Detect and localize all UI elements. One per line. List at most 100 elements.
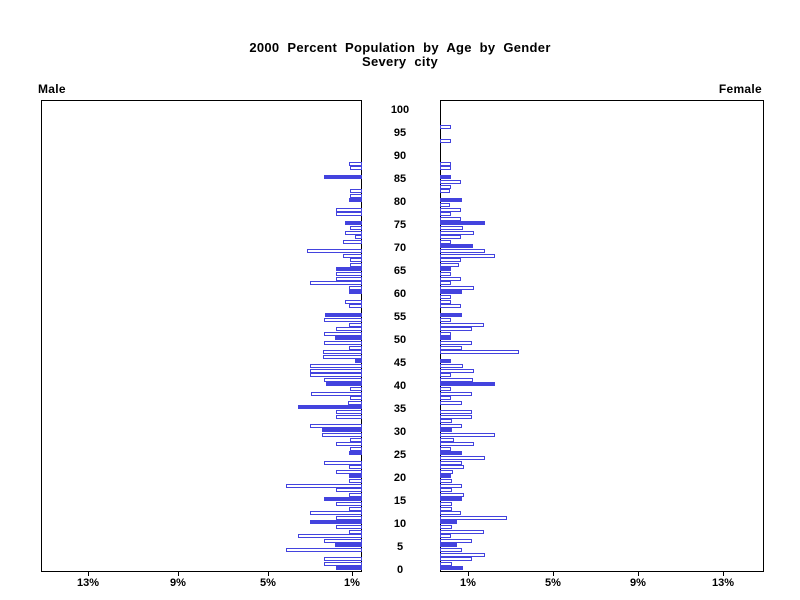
age-tick-label-5: 5 — [396, 541, 404, 553]
bar-male-age-85 — [324, 175, 362, 179]
bar-male-age-78 — [336, 208, 362, 212]
bar-male-age-87 — [350, 166, 362, 170]
bar-male-age-67 — [350, 258, 362, 262]
bar-female-age-39 — [440, 387, 451, 391]
age-tick-label-95: 95 — [393, 127, 407, 139]
bar-female-age-23 — [440, 461, 462, 465]
bar-male-age-15 — [324, 497, 362, 501]
age-tick-label-45: 45 — [393, 357, 407, 369]
bar-female-age-57 — [440, 304, 461, 308]
bar-male-age-88 — [349, 162, 362, 166]
bar-male-age-62 — [310, 281, 362, 285]
bar-female-age-34 — [440, 410, 472, 414]
bar-male-age-58 — [345, 300, 362, 304]
x-tick-9% — [178, 571, 179, 576]
bar-female-age-12 — [440, 511, 461, 515]
age-tick-label-75: 75 — [393, 219, 407, 231]
male-bars-panel — [41, 100, 362, 572]
bar-female-age-14 — [440, 502, 452, 506]
bar-female-age-75 — [440, 221, 485, 225]
bar-female-age-61 — [440, 286, 474, 290]
bar-male-age-44 — [310, 364, 362, 368]
bar-female-age-8 — [440, 530, 484, 534]
bar-female-age-7 — [440, 534, 451, 538]
bar-female-age-29 — [440, 433, 495, 437]
age-tick-label-70: 70 — [393, 242, 407, 254]
bar-male-age-11 — [336, 516, 362, 520]
bar-female-age-18 — [440, 484, 462, 488]
bar-female-age-33 — [440, 415, 472, 419]
bar-female-age-2 — [440, 557, 472, 561]
bar-male-age-69 — [307, 249, 362, 253]
age-tick-label-50: 50 — [393, 334, 407, 346]
bar-female-age-72 — [440, 235, 461, 239]
bar-female-age-27 — [440, 442, 474, 446]
bar-female-age-47 — [440, 350, 519, 354]
bar-female-age-60 — [440, 290, 462, 294]
bar-male-age-68 — [343, 254, 362, 258]
x-tick-label-5%: 5% — [545, 577, 561, 589]
bar-female-age-31 — [440, 424, 462, 428]
bar-male-age-37 — [350, 396, 362, 400]
age-tick-label-25: 25 — [393, 449, 407, 461]
bar-male-age-10 — [310, 520, 362, 524]
bar-male-age-77 — [336, 212, 362, 216]
x-tick-label-1%: 1% — [344, 577, 360, 589]
bar-female-age-43 — [440, 369, 474, 373]
bar-female-age-52 — [440, 327, 472, 331]
bar-male-age-47 — [323, 350, 362, 354]
bar-male-age-5 — [335, 543, 362, 547]
bar-female-age-48 — [440, 346, 462, 350]
bar-female-age-11 — [440, 516, 507, 520]
x-tick-1% — [468, 571, 469, 576]
bar-female-age-49 — [440, 341, 472, 345]
age-tick-label-60: 60 — [393, 288, 407, 300]
bar-male-age-73 — [345, 231, 362, 235]
bar-female-age-26 — [440, 447, 451, 451]
bar-male-age-23 — [324, 461, 362, 465]
bar-male-age-42 — [310, 373, 362, 377]
bar-male-age-31 — [310, 424, 362, 428]
bar-female-age-15 — [440, 497, 462, 501]
bar-male-age-20 — [349, 474, 362, 478]
bar-female-age-70 — [440, 244, 473, 248]
bar-female-age-44 — [440, 364, 463, 368]
bar-male-age-71 — [343, 240, 362, 244]
bar-male-age-26 — [350, 447, 362, 451]
bar-male-age-60 — [349, 290, 362, 294]
age-tick-label-100: 100 — [390, 104, 410, 116]
x-tick-5% — [553, 571, 554, 576]
x-tick-label-5%: 5% — [260, 577, 276, 589]
bar-male-age-66 — [350, 263, 362, 267]
bar-female-age-67 — [440, 258, 461, 262]
bar-female-age-80 — [440, 198, 462, 202]
age-tick-label-85: 85 — [393, 173, 407, 185]
x-tick-13% — [723, 571, 724, 576]
bar-female-age-73 — [440, 231, 474, 235]
age-tick-label-40: 40 — [393, 380, 407, 392]
bar-female-age-84 — [440, 180, 461, 184]
bar-male-age-51 — [324, 332, 362, 336]
bar-female-age-74 — [440, 226, 463, 230]
bar-male-age-34 — [336, 410, 362, 414]
bar-female-age-36 — [440, 401, 462, 405]
bar-female-age-6 — [440, 539, 472, 543]
bar-male-age-64 — [336, 272, 362, 276]
age-tick-label-20: 20 — [393, 472, 407, 484]
bar-male-age-52 — [336, 327, 362, 331]
bar-female-age-63 — [440, 277, 461, 281]
bar-female-age-59 — [440, 295, 451, 299]
bar-female-age-32 — [440, 419, 452, 423]
bar-male-age-53 — [349, 323, 362, 327]
bar-female-age-13 — [440, 507, 452, 511]
bar-male-age-82 — [350, 189, 362, 193]
female-bars-panel — [440, 100, 764, 572]
x-tick-label-1%: 1% — [460, 577, 476, 589]
bar-female-age-55 — [440, 313, 462, 317]
bar-female-age-25 — [440, 451, 462, 455]
bar-male-age-35 — [298, 405, 362, 409]
bar-male-age-72 — [355, 235, 362, 239]
bar-female-age-17 — [440, 488, 452, 492]
bar-male-age-48 — [349, 346, 362, 350]
